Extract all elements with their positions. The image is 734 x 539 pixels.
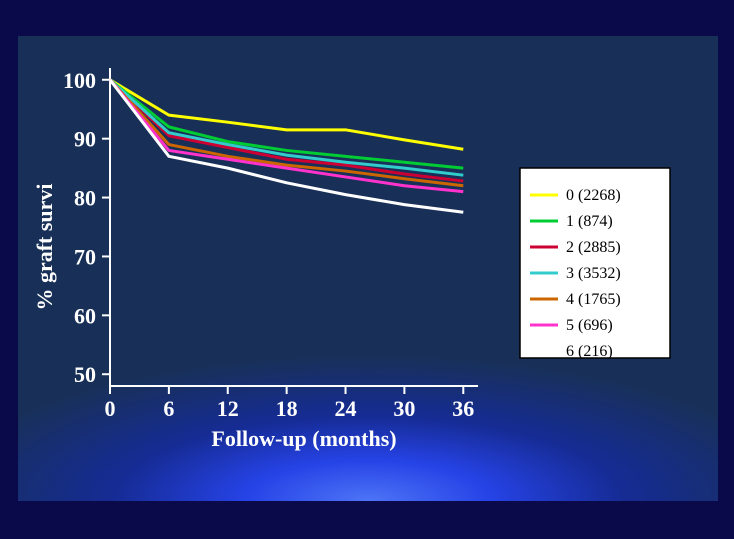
series-line-3 [110,80,463,175]
survival-chart: 50 60 70 80 90 100 0 6 12 18 24 30 36 Follow-up (mont… [18,36,718,501]
x-tick-label: 12 [217,396,239,421]
y-tick-label: 60 [74,303,96,328]
legend-label-2: 2 (2885) [566,239,621,256]
legend-label-1: 1 (874) [566,213,613,230]
x-tick-label: 0 [105,396,116,421]
x-tick-label: 24 [335,396,357,421]
y-tick-label: 50 [74,362,96,387]
y-tick-label: 70 [74,244,96,269]
x-tick-label: 18 [276,396,298,421]
y-tick-label: 90 [74,127,96,152]
slide-root: 50 60 70 80 90 100 0 6 12 18 24 30 36 Follow-up (mont… [0,0,734,539]
chart-panel: 50 60 70 80 90 100 0 6 12 18 24 30 36 Follow-up (mont… [18,36,718,501]
legend-label-0: 0 (2268) [566,187,621,204]
x-axis-title: Follow-up (months) [211,426,396,451]
legend-label-5: 5 (696) [566,317,613,334]
legend-label-4: 4 (1765) [566,291,621,308]
x-tick-label: 30 [393,396,415,421]
x-tick-label: 6 [163,396,174,421]
series-line-6 [110,80,463,213]
y-axis-title: % graft survi [32,183,57,310]
y-tick-label: 80 [74,186,96,211]
y-tick-label: 100 [63,68,96,93]
legend-label-6: 6 (216) [566,343,613,360]
legend-label-3: 3 (3532) [566,265,621,282]
x-tick-label: 36 [452,396,474,421]
